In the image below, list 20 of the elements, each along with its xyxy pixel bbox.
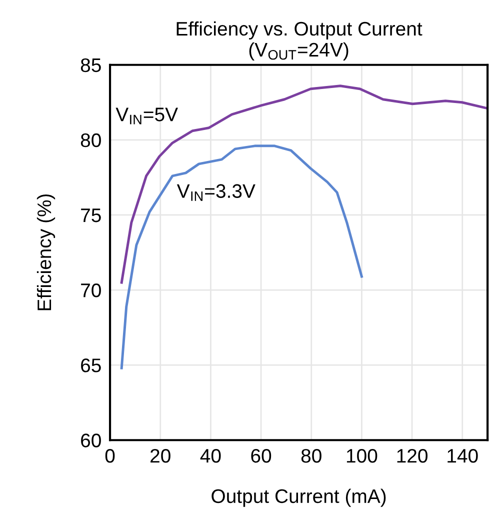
x-tick-label: 80 [301,448,322,463]
y-tick-label: 85 [80,58,101,72]
x-axis-title: Output Current (mA) [212,488,386,507]
chart-title: Efficiency vs. Output Current (V$_{OUT}$=24V) [176,21,422,60]
x-tick-label: 40 [200,448,221,463]
x-tick-label: 120 [397,448,428,463]
x-tick-label: 60 [251,448,272,463]
y-tick-label: 70 [81,283,101,298]
y-tick-label: 65 [81,358,101,372]
x-tick-label: 140 [448,448,478,463]
line-series [120,144,363,370]
x-tick-label: 20 [150,448,170,463]
x-tick-label: 100 [346,448,378,463]
y-tick-label: 75 [81,208,101,222]
y-tick-label: 60 [81,434,101,448]
x-tick-label: 0 [105,448,115,463]
y-tick-label: 80 [80,133,101,148]
y-axis-title: Efficiency (%) [36,194,56,310]
series-label: V$_{IN}$=3.3V [176,184,256,201]
series-label: V$_{IN}$=5V [116,108,178,124]
